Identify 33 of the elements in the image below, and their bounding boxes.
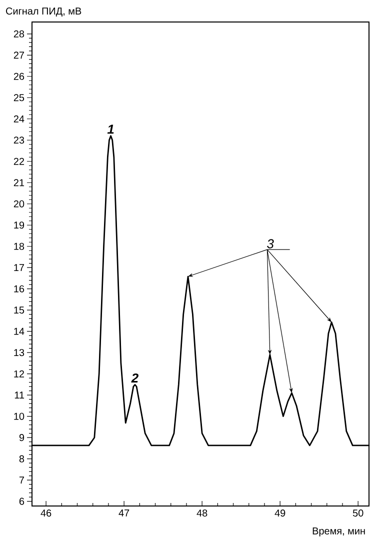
y-tick-label: 26 <box>14 72 24 80</box>
annotation: 3 <box>267 239 274 248</box>
annotation: 1 <box>107 124 114 134</box>
y-tick-label: 7 <box>19 476 24 484</box>
y-axis-title: Сигнал ПИД, мВ <box>6 8 82 16</box>
y-tick-label: 22 <box>14 158 24 165</box>
y-tick-label: 28 <box>14 30 24 38</box>
y-tick-label: 10 <box>14 412 24 420</box>
y-tick-label: 24 <box>14 115 24 122</box>
y-tick-label: 19 <box>14 222 24 229</box>
x-tick-label: 46 <box>40 510 52 517</box>
x-tick-label: 47 <box>118 510 130 516</box>
y-tick-label: 11 <box>14 392 24 399</box>
x-axis-title: Время, мин <box>312 528 365 536</box>
y-tick-label: 12 <box>14 370 24 378</box>
y-tick-label: 9 <box>19 434 24 442</box>
x-tick-label: 48 <box>196 510 208 517</box>
y-tick-label: 13 <box>14 349 24 356</box>
y-tick-label: 14 <box>14 328 24 335</box>
y-tick-label: 16 <box>14 285 24 292</box>
y-tick-label: 25 <box>14 94 24 102</box>
y-tick-label: 27 <box>14 52 24 59</box>
annotation: 2 <box>131 373 138 382</box>
y-tick-label: 8 <box>19 455 24 462</box>
y-tick-label: 6 <box>19 498 24 505</box>
y-tick-label: 17 <box>14 264 24 272</box>
y-tick-label: 23 <box>14 136 24 144</box>
y-tick-label: 20 <box>14 200 24 208</box>
x-tick-label: 49 <box>274 510 286 517</box>
y-tick-label: 15 <box>14 306 24 314</box>
y-tick-label: 21 <box>14 179 24 186</box>
x-tick-label: 50 <box>352 510 364 517</box>
y-tick-label: 18 <box>14 242 24 250</box>
